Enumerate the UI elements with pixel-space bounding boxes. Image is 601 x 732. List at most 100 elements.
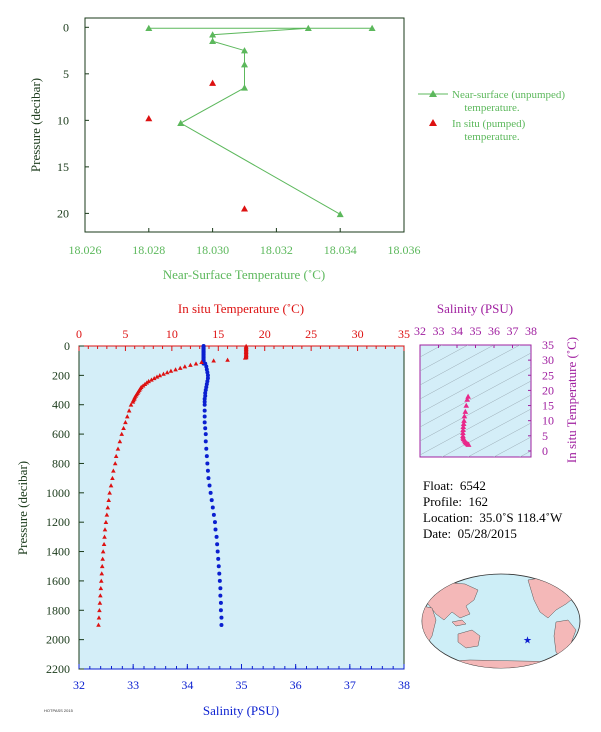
density-contour xyxy=(420,380,531,442)
salinity-tick-label: 37 xyxy=(344,678,356,692)
pressure-tick-label: 200 xyxy=(52,368,70,382)
density-contour xyxy=(420,345,443,358)
ts-y-tick-label: 25 xyxy=(542,368,554,382)
ts-x-tick-label: 35 xyxy=(470,324,482,338)
temperature-point xyxy=(168,368,174,373)
density-contour xyxy=(420,352,531,414)
temperature-point xyxy=(100,549,106,554)
temperature-point xyxy=(102,527,108,532)
legend-item-2-line1: In situ (pumped) xyxy=(452,118,526,130)
salinity-point xyxy=(213,527,218,532)
date-value: 05/28/2015 xyxy=(457,526,517,541)
density-contour xyxy=(420,241,531,301)
pressure-tick-label: 2200 xyxy=(46,662,70,676)
temperature-tick-label: 10 xyxy=(166,327,178,341)
temperature-point xyxy=(149,377,154,382)
near-surface-point xyxy=(177,119,185,126)
ts-x-tick-label: 38 xyxy=(525,324,537,338)
salinity-tick-label: 33 xyxy=(127,678,139,692)
near-surface-point xyxy=(241,61,248,68)
near-surface-series-line xyxy=(148,27,373,215)
pressure-tick-label: 1400 xyxy=(46,545,70,559)
salinity-point xyxy=(211,512,216,517)
temperature-point xyxy=(98,585,104,591)
footer-credit: HOTPASS 2015 xyxy=(44,708,73,713)
profile-panel: 0 5 10 15 20 25 30 35 32 33 34 35 36 37 38 0 200 400 600… xyxy=(15,301,410,718)
temperature-point xyxy=(126,408,132,413)
density-contour xyxy=(467,422,531,457)
float-row: Float: 6542 xyxy=(423,478,562,494)
temperature-point xyxy=(193,361,199,366)
ts-x-axis-label: Salinity (PSU) xyxy=(437,301,513,316)
temperature-point xyxy=(106,497,112,502)
near-surface-point xyxy=(368,24,376,32)
pressure-tick-label: 1600 xyxy=(46,574,70,588)
profile-value: 162 xyxy=(468,494,489,509)
salinity-point xyxy=(218,600,223,605)
ts-x-tick-label: 37 xyxy=(507,324,519,338)
ts-point xyxy=(460,423,467,429)
salinity-point xyxy=(204,446,209,451)
panel1-x-tick-label: 18.028 xyxy=(132,243,165,257)
in-situ-point xyxy=(145,114,153,122)
panel1-x-tick-label: 18.036 xyxy=(388,243,421,257)
temperature-tick-label: 35 xyxy=(398,327,410,341)
temperature-tick-label: 25 xyxy=(305,327,317,341)
pressure-tick-label: 2000 xyxy=(46,633,70,647)
salinity-point xyxy=(203,390,208,395)
temperature-tick-label: 15 xyxy=(212,327,224,341)
panel1-x-tick-label: 18.026 xyxy=(69,243,102,257)
pressure-tick-label: 0 xyxy=(64,339,70,353)
near-surface-point xyxy=(241,84,248,91)
salinity-tick-label: 36 xyxy=(290,678,302,692)
panel1-y-tick-label: 0 xyxy=(63,20,69,34)
location-row: Location: 35.0˚S 118.4˚W xyxy=(423,510,562,526)
float-location-star-icon: ★ xyxy=(523,635,532,646)
temperature-point xyxy=(199,359,204,364)
salinity-point xyxy=(203,432,208,437)
map-australia xyxy=(457,629,481,649)
temperature-point xyxy=(97,600,103,605)
ts-y-tick-label: 5 xyxy=(542,429,548,443)
location-value: 35.0˚S 118.4˚W xyxy=(479,510,563,525)
near-surface-point xyxy=(336,210,344,218)
temperature-point xyxy=(113,453,119,458)
panel1-x-axis-label: Near-Surface Temperature (˚C) xyxy=(163,267,325,282)
in-situ-point xyxy=(241,205,248,212)
salinity-point xyxy=(219,615,224,620)
density-contour xyxy=(420,394,531,456)
temperature-point xyxy=(119,431,125,436)
temperature-tick-label: 5 xyxy=(122,327,128,341)
salinity-point xyxy=(202,399,207,404)
legend-item-2-line2: temperature. xyxy=(464,131,520,143)
density-contour xyxy=(420,345,495,386)
panel2-y-axis-label: Pressure (decibar) xyxy=(15,461,30,555)
temperature-point xyxy=(112,461,118,466)
ts-x-tick-label: 32 xyxy=(414,324,426,338)
temperature-point xyxy=(96,615,102,620)
ts-y-tick-label: 30 xyxy=(542,353,554,367)
salinity-tick-label: 32 xyxy=(73,678,85,692)
in-situ-point xyxy=(209,79,217,86)
panel1-x-tick-label: 18.030 xyxy=(196,243,229,257)
density-contour xyxy=(420,345,469,372)
temperature-point xyxy=(123,420,128,425)
temperature-point xyxy=(117,439,123,444)
salinity-point xyxy=(204,454,209,459)
pressure-tick-label: 1000 xyxy=(46,486,70,500)
ts-x-tick-label: 36 xyxy=(488,324,500,338)
ts-point xyxy=(461,413,468,419)
ts-y-tick-label: 15 xyxy=(542,399,554,413)
float-value: 6542 xyxy=(459,478,486,493)
salinity-point xyxy=(202,420,207,425)
salinity-point xyxy=(202,414,207,419)
ts-y-tick-label: 10 xyxy=(542,414,554,428)
density-contour xyxy=(420,345,521,400)
salinity-point xyxy=(217,571,222,576)
temperature-point xyxy=(211,358,216,363)
density-contour xyxy=(441,408,531,457)
temperature-axis-label: In situ Temperature (˚C) xyxy=(178,301,304,316)
temperature-point xyxy=(97,607,102,613)
legend-triangle-red xyxy=(429,119,437,126)
panel1-y-tick-label: 5 xyxy=(63,67,69,81)
